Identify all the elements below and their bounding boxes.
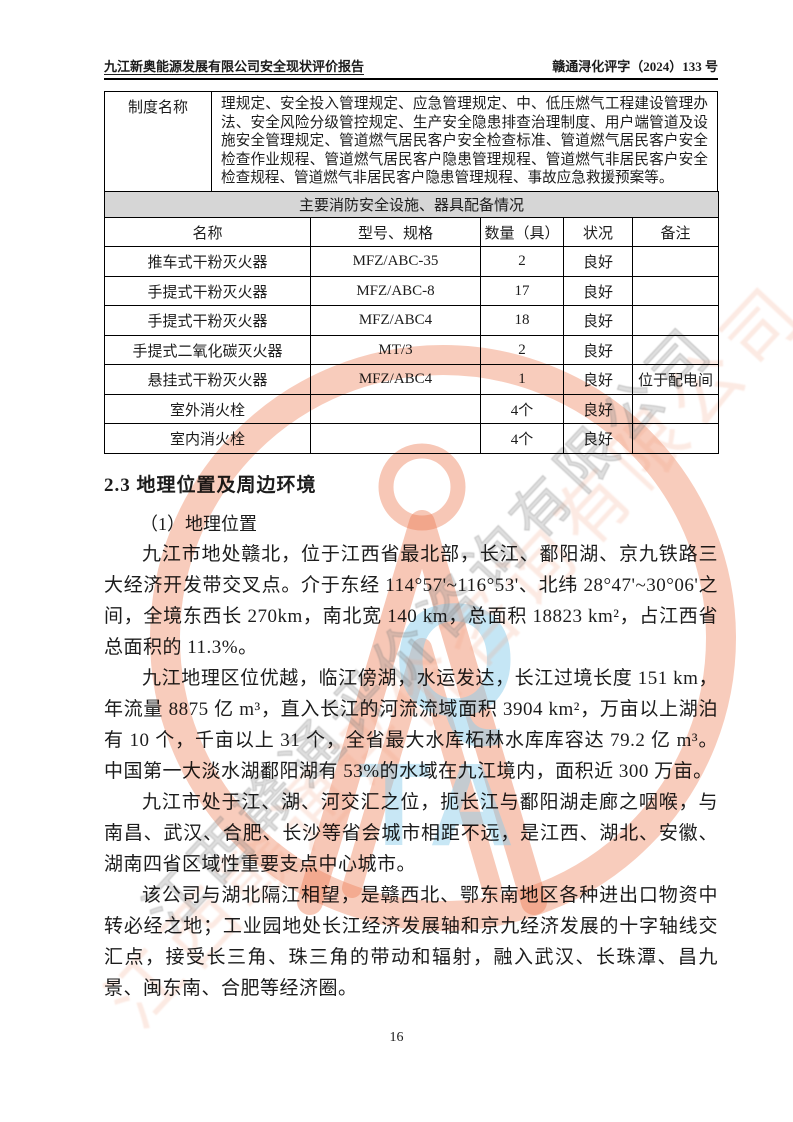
cell-remark bbox=[631, 246, 720, 277]
cell-quantity: 4个 bbox=[480, 423, 564, 454]
cell-remark: 位于配电间 bbox=[631, 364, 720, 395]
cell-condition: 良好 bbox=[563, 305, 633, 336]
col-header-condition: 状况 bbox=[563, 217, 633, 248]
cell-quantity: 1 bbox=[480, 364, 564, 395]
institution-content-cell: 理规定、安全投入管理规定、应急管理规定、中、低压燃气工程建设管理办法、安全风险分… bbox=[211, 91, 718, 193]
cell-model: MT/3 bbox=[310, 334, 481, 366]
table-section-title: 主要消防安全设施、器具配备情况 bbox=[103, 191, 720, 219]
cell-model bbox=[310, 393, 481, 425]
col-header-model: 型号、规格 bbox=[310, 217, 481, 248]
section-subheading: （1）地理位置 bbox=[140, 513, 257, 534]
cell-model: MFZ/ABC-35 bbox=[310, 246, 481, 277]
cell-condition: 良好 bbox=[563, 364, 633, 395]
table-row: 制度名称 理规定、安全投入管理规定、应急管理规定、中、低压燃气工程建设管理办法、… bbox=[104, 91, 718, 193]
cell-remark bbox=[631, 393, 720, 425]
table-row: 手提式二氧化碳灭火器 MT/3 2 良好 bbox=[104, 334, 720, 366]
cell-name: 室内消火栓 bbox=[104, 423, 311, 454]
cell-remark bbox=[631, 275, 720, 307]
cell-condition: 良好 bbox=[563, 334, 633, 366]
cell-quantity: 18 bbox=[480, 305, 564, 336]
cell-model: MFZ/ABC4 bbox=[310, 364, 481, 395]
table-row: 推车式干粉灭火器 MFZ/ABC-35 2 良好 bbox=[104, 246, 720, 277]
cell-quantity: 17 bbox=[480, 275, 564, 307]
paragraph-geography-4: 该公司与湖北隔江相望，是赣西北、鄂东南地区各种进出口物资中转必经之地；工业园地处… bbox=[104, 884, 718, 999]
institution-table: 制度名称 理规定、安全投入管理规定、应急管理规定、中、低压燃气工程建设管理办法、… bbox=[104, 91, 718, 193]
cell-name: 手提式二氧化碳灭火器 bbox=[104, 334, 311, 366]
table-header-row: 名称 型号、规格 数量（具） 状况 备注 bbox=[104, 217, 720, 248]
table-row: 手提式干粉灭火器 MFZ/ABC4 18 良好 bbox=[104, 305, 720, 336]
page-number: 16 bbox=[389, 1030, 404, 1045]
cell-condition: 良好 bbox=[563, 246, 633, 277]
col-header-quantity: 数量（具） bbox=[480, 217, 564, 248]
col-header-remark: 备注 bbox=[631, 217, 720, 248]
document-number: 赣通浔化评字（2024）133 号 bbox=[552, 59, 718, 74]
cell-model: MFZ/ABC-8 bbox=[310, 275, 481, 307]
cell-quantity: 2 bbox=[480, 334, 564, 366]
cell-name: 推车式干粉灭火器 bbox=[104, 246, 311, 277]
cell-quantity: 4个 bbox=[480, 393, 564, 425]
paragraph-geography-3: 九江市处于江、湖、河交汇之位，扼长江与鄱阳湖走廊之咽喉，与南昌、武汉、合肥、长沙… bbox=[104, 791, 718, 875]
cell-condition: 良好 bbox=[563, 275, 633, 307]
table-row: 手提式干粉灭火器 MFZ/ABC-8 17 良好 bbox=[104, 275, 720, 307]
cell-name: 手提式干粉灭火器 bbox=[104, 275, 311, 307]
report-title: 九江新奥能源发展有限公司安全现状评价报告 bbox=[104, 59, 365, 74]
cell-remark bbox=[631, 334, 720, 366]
col-header-name: 名称 bbox=[104, 217, 311, 248]
cell-remark bbox=[631, 305, 720, 336]
institution-label-cell: 制度名称 bbox=[104, 91, 212, 193]
cell-name: 手提式干粉灭火器 bbox=[104, 305, 311, 336]
page-header: 九江新奥能源发展有限公司安全现状评价报告 赣通浔化评字（2024）133 号 bbox=[104, 56, 718, 80]
cell-condition: 良好 bbox=[563, 423, 633, 454]
cell-condition: 良好 bbox=[563, 393, 633, 425]
paragraph-geography-1: 九江市地处赣北，位于江西省最北部，长江、鄱阳湖、京九铁路三大经济开发带交叉点。介… bbox=[104, 543, 718, 658]
cell-model bbox=[310, 423, 481, 454]
cell-name: 室外消火栓 bbox=[104, 393, 311, 425]
section-heading: 2.3 地理位置及周边环境 bbox=[104, 474, 317, 496]
table-section-title-row: 主要消防安全设施、器具配备情况 bbox=[103, 191, 720, 219]
page-content: 九江新奥能源发展有限公司安全现状评价报告 赣通浔化评字（2024）133 号 制… bbox=[103, 56, 720, 999]
fire-equipment-table: 主要消防安全设施、器具配备情况 名称 型号、规格 数量（具） 状况 备注 推车式… bbox=[103, 191, 720, 454]
cell-quantity: 2 bbox=[480, 246, 564, 277]
paragraph-geography-2: 九江地理区位优越，临江傍湖，水运发达，长江过境长度 151 km，年流量 887… bbox=[104, 667, 718, 782]
table-row: 室外消火栓 4个 良好 bbox=[104, 393, 720, 425]
cell-remark bbox=[631, 423, 720, 454]
table-row: 悬挂式干粉灭火器 MFZ/ABC4 1 良好 位于配电间 bbox=[104, 364, 720, 395]
cell-model: MFZ/ABC4 bbox=[310, 305, 481, 336]
cell-name: 悬挂式干粉灭火器 bbox=[104, 364, 311, 395]
table-row: 室内消火栓 4个 良好 bbox=[104, 423, 720, 454]
